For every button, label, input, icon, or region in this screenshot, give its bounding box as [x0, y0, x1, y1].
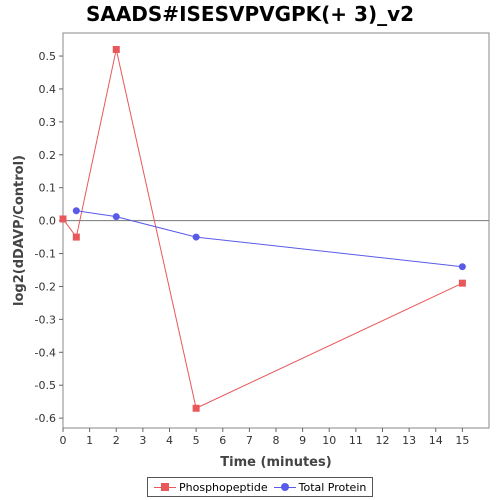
x-tick-label: 0 [60, 434, 67, 447]
x-tick-label: 3 [139, 434, 146, 447]
x-tick-label: 12 [376, 434, 390, 447]
x-tick-label: 8 [273, 434, 280, 447]
y-tick-label: -0.5 [35, 379, 56, 392]
legend-swatch-total-protein [273, 481, 296, 493]
y-tick-label: -0.6 [35, 412, 56, 425]
x-axis-title: Time (minutes) [220, 455, 331, 470]
y-axis-title: log2(dDAVP/Control) [12, 155, 27, 306]
y-tick-label: 0.2 [39, 149, 57, 162]
legend-item-total-protein: Total Protein [273, 480, 367, 494]
chart-title: SAADS#ISESVPVGPK(+ 3)_v2 [85, 2, 415, 26]
y-tick-label: 0.3 [39, 116, 57, 129]
series-line-total-protein [76, 210, 463, 268]
x-tick-label: 7 [246, 434, 253, 447]
legend-swatch-phosphopeptide [154, 481, 176, 493]
x-tick-label: 5 [193, 434, 200, 447]
data-point-phosphopeptide [458, 279, 466, 287]
data-point-total-protein [458, 263, 466, 271]
y-tick-label: -0.1 [35, 248, 56, 261]
y-tick-label: -0.3 [35, 313, 56, 326]
plot-area [62, 32, 490, 429]
data-point-total-protein [72, 207, 80, 215]
y-tick-label: -0.4 [35, 346, 56, 359]
data-point-total-protein [112, 213, 120, 221]
data-point-phosphopeptide [72, 233, 80, 241]
y-tick-label: -0.2 [35, 280, 56, 293]
chart-legend: Phosphopeptide Total Protein [147, 477, 374, 497]
x-tick-label: 14 [429, 434, 443, 447]
data-point-phosphopeptide [112, 45, 120, 53]
data-point-phosphopeptide [59, 215, 67, 223]
data-point-total-protein [192, 233, 200, 241]
x-tick-label: 15 [455, 434, 469, 447]
data-point-phosphopeptide [192, 404, 200, 412]
x-tick-label: 10 [322, 434, 336, 447]
x-tick-label: 11 [349, 434, 363, 447]
x-tick-label: 6 [219, 434, 226, 447]
x-tick-label: 4 [166, 434, 173, 447]
y-tick-label: 0.1 [39, 182, 57, 195]
y-tick-label: 0.0 [39, 215, 57, 228]
x-tick-label: 13 [402, 434, 416, 447]
x-tick-label: 2 [113, 434, 120, 447]
y-tick-label: 0.4 [39, 83, 57, 96]
legend-label-total-protein: Total Protein [298, 480, 367, 494]
x-tick-label: 9 [299, 434, 306, 447]
y-tick-label: 0.5 [39, 50, 57, 63]
legend-label-phosphopeptide: Phosphopeptide [179, 480, 268, 494]
legend-item-phosphopeptide: Phosphopeptide [154, 481, 268, 494]
x-tick-label: 1 [86, 434, 93, 447]
